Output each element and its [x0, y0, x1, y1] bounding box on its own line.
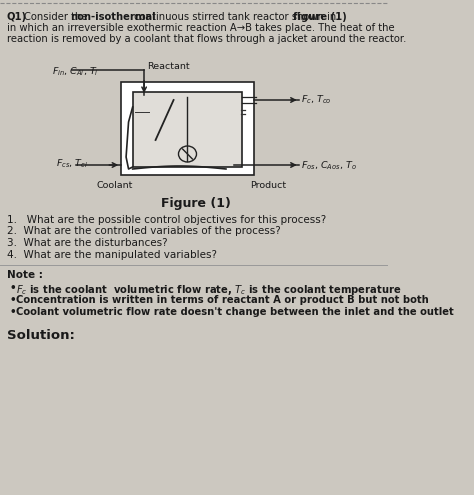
Text: Concentration is written in terms of reactant A or product B but not both: Concentration is written in terms of rea…: [17, 295, 429, 305]
Text: 1.   What are the possible control objectives for this process?: 1. What are the possible control objecti…: [7, 215, 326, 225]
Text: $F_c$ is the coolant  volumetric flow rate, $T_c$ is the coolant temperature: $F_c$ is the coolant volumetric flow rat…: [17, 283, 402, 297]
Bar: [121, 82, 254, 175]
Text: Coolant volumetric flow rate doesn't change between the inlet and the outlet: Coolant volumetric flow rate doesn't cha…: [17, 307, 454, 317]
Text: non-isothermal: non-isothermal: [71, 12, 156, 22]
Text: Figure (1): Figure (1): [161, 197, 231, 210]
Text: $F_{cs}$, $T_{ci}$: $F_{cs}$, $T_{ci}$: [55, 157, 88, 169]
Text: Coolant: Coolant: [96, 181, 133, 190]
Text: 2.  What are the controlled variables of the process?: 2. What are the controlled variables of …: [7, 227, 280, 237]
Bar: [133, 92, 242, 167]
Text: $F_{in}$, $C_{Ai}$, $T_i$: $F_{in}$, $C_{Ai}$, $T_i$: [52, 66, 98, 79]
Text: Consider the: Consider the: [24, 12, 91, 22]
Text: Solution:: Solution:: [7, 329, 74, 342]
Text: •: •: [10, 283, 17, 293]
Text: •: •: [10, 307, 17, 317]
Text: continuous stirred tank reactor shown in: continuous stirred tank reactor shown in: [131, 12, 339, 22]
Text: $F_c$, $T_{co}$: $F_c$, $T_{co}$: [301, 94, 332, 106]
Text: $F_{os}$, $C_{Aos}$, $T_o$: $F_{os}$, $C_{Aos}$, $T_o$: [301, 159, 357, 171]
Text: Reactant: Reactant: [147, 62, 190, 71]
Text: Note :: Note :: [7, 270, 43, 280]
Text: 4.  What are the manipulated variables?: 4. What are the manipulated variables?: [7, 249, 217, 259]
Text: •: •: [10, 295, 17, 305]
Text: figure (1): figure (1): [293, 12, 347, 22]
Text: in which an irreversible exothermic reaction A→B takes place. The heat of the: in which an irreversible exothermic reac…: [7, 23, 394, 33]
Text: Q1): Q1): [7, 12, 27, 22]
Text: Product: Product: [250, 181, 287, 190]
Text: 3.  What are the disturbances?: 3. What are the disturbances?: [7, 238, 167, 248]
Ellipse shape: [179, 146, 197, 162]
Text: reaction is removed by a coolant that flows through a jacket around the reactor.: reaction is removed by a coolant that fl…: [7, 34, 406, 44]
